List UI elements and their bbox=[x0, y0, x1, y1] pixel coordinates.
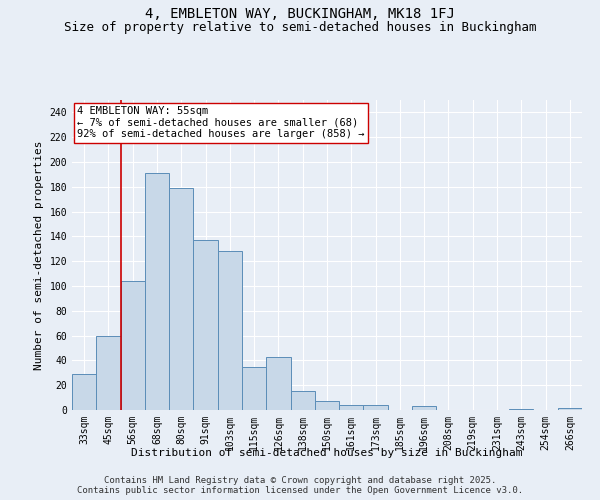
Bar bbox=[339, 405, 364, 410]
Bar bbox=[96, 336, 121, 410]
Bar bbox=[193, 240, 218, 410]
Bar bbox=[242, 366, 266, 410]
Bar bbox=[266, 356, 290, 410]
Bar bbox=[290, 392, 315, 410]
Bar bbox=[218, 252, 242, 410]
Text: Contains HM Land Registry data © Crown copyright and database right 2025.
Contai: Contains HM Land Registry data © Crown c… bbox=[77, 476, 523, 495]
Bar bbox=[558, 408, 582, 410]
Text: 4, EMBLETON WAY, BUCKINGHAM, MK18 1FJ: 4, EMBLETON WAY, BUCKINGHAM, MK18 1FJ bbox=[145, 8, 455, 22]
Bar bbox=[315, 402, 339, 410]
Text: Distribution of semi-detached houses by size in Buckingham: Distribution of semi-detached houses by … bbox=[131, 448, 523, 458]
Bar bbox=[145, 173, 169, 410]
Bar bbox=[509, 409, 533, 410]
Bar bbox=[72, 374, 96, 410]
Bar bbox=[412, 406, 436, 410]
Bar bbox=[121, 281, 145, 410]
Text: 4 EMBLETON WAY: 55sqm
← 7% of semi-detached houses are smaller (68)
92% of semi-: 4 EMBLETON WAY: 55sqm ← 7% of semi-detac… bbox=[77, 106, 365, 140]
Bar bbox=[364, 405, 388, 410]
Y-axis label: Number of semi-detached properties: Number of semi-detached properties bbox=[34, 140, 44, 370]
Bar bbox=[169, 188, 193, 410]
Text: Size of property relative to semi-detached houses in Buckingham: Size of property relative to semi-detach… bbox=[64, 21, 536, 34]
